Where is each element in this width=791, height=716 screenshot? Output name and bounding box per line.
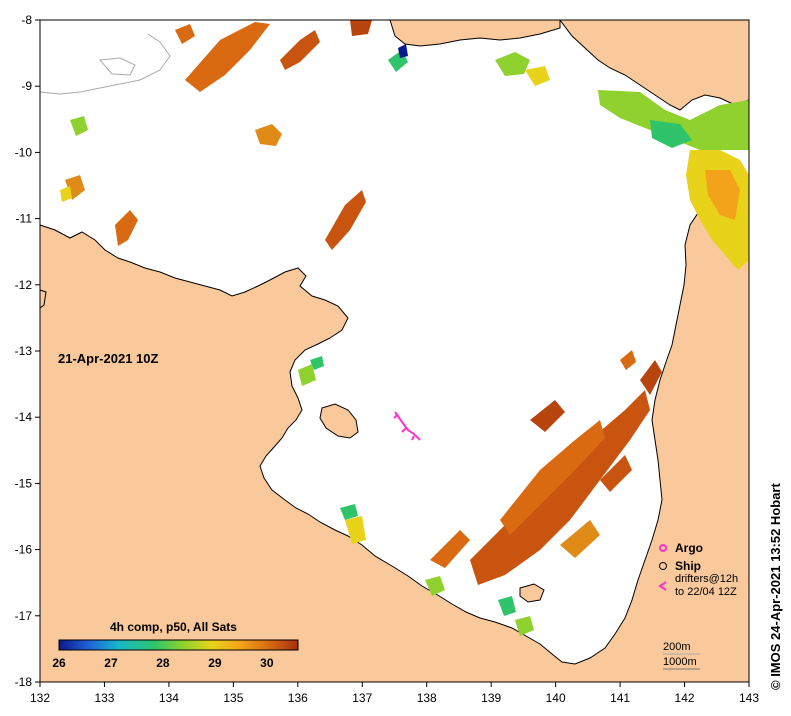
legend-isobath-200: 200m	[663, 641, 691, 653]
argo-icon	[659, 544, 667, 552]
colorbar-tick-label: 29	[208, 656, 222, 670]
colorbar-tick-label: 26	[52, 656, 66, 670]
colorbar-gradient	[58, 639, 299, 651]
lat-tick-label: -9	[21, 79, 32, 93]
lat-tick-label: -13	[15, 344, 33, 358]
latitude-axis: -8 -9 -10 -11 -12 -13 -14 -15 -16 -17 -18	[15, 13, 40, 689]
credit-label: © IMOS 24-Apr-2021 13:52 Hobart	[768, 483, 783, 690]
lat-tick-label: -10	[15, 145, 33, 159]
lon-tick-label: 137	[352, 691, 372, 705]
lat-tick-label: -8	[21, 13, 32, 27]
colorbar-tick-label: 27	[104, 656, 118, 670]
land-island-wellesley	[519, 583, 545, 603]
colorbar-ticks: 26 27 28 29 30	[52, 656, 273, 670]
lon-tick-label: 142	[675, 691, 695, 705]
date-label: 21-Apr-2021 10Z	[58, 351, 158, 366]
land-new-guinea	[389, 19, 561, 47]
lon-tick-label: 141	[610, 691, 630, 705]
lon-tick-label: 132	[30, 691, 50, 705]
legend-drifters-1: drifters@12h	[675, 573, 738, 585]
legend-isobath-1000: 1000m	[663, 656, 697, 668]
lat-tick-label: -16	[15, 543, 33, 557]
colorbar-tick-label: 30	[260, 656, 274, 670]
legend-drifters-2: to 22/04 12Z	[675, 586, 737, 598]
colorbar: 4h comp, p50, All Sats 26 27 28 29 30	[52, 620, 299, 670]
lon-tick-label: 138	[417, 691, 437, 705]
lon-tick-label: 139	[481, 691, 501, 705]
colorbar-tick-label: 28	[156, 656, 170, 670]
longitude-axis: 132 133 134 135 136 137 138 139 140 141 142 143	[30, 682, 759, 705]
lon-tick-label: 134	[159, 691, 179, 705]
lon-tick-label: 136	[288, 691, 308, 705]
sst-patches	[60, 20, 749, 636]
legend-ship: Ship	[675, 559, 701, 573]
lat-tick-label: -14	[15, 410, 33, 424]
isobaths	[39, 33, 171, 95]
legend: Argo Ship drifters@12h to 22/04 12Z 200m…	[658, 541, 738, 670]
lat-tick-label: -18	[15, 675, 33, 689]
ship-icon	[659, 562, 667, 570]
lat-tick-label: -15	[15, 476, 33, 490]
lon-tick-label: 133	[94, 691, 114, 705]
lat-tick-label: -11	[16, 212, 33, 226]
colorbar-title: 4h comp, p50, All Sats	[110, 620, 237, 634]
lat-tick-label: -12	[15, 278, 33, 292]
lon-tick-label: 143	[739, 691, 759, 705]
drifter-icon	[658, 581, 667, 591]
legend-argo: Argo	[675, 541, 703, 555]
lat-tick-label: -17	[15, 609, 33, 623]
lon-tick-label: 140	[546, 691, 566, 705]
land-northern-territory	[39, 197, 750, 683]
drifter-track	[393, 411, 421, 441]
land-island-groote	[319, 403, 359, 439]
lon-tick-label: 135	[223, 691, 243, 705]
